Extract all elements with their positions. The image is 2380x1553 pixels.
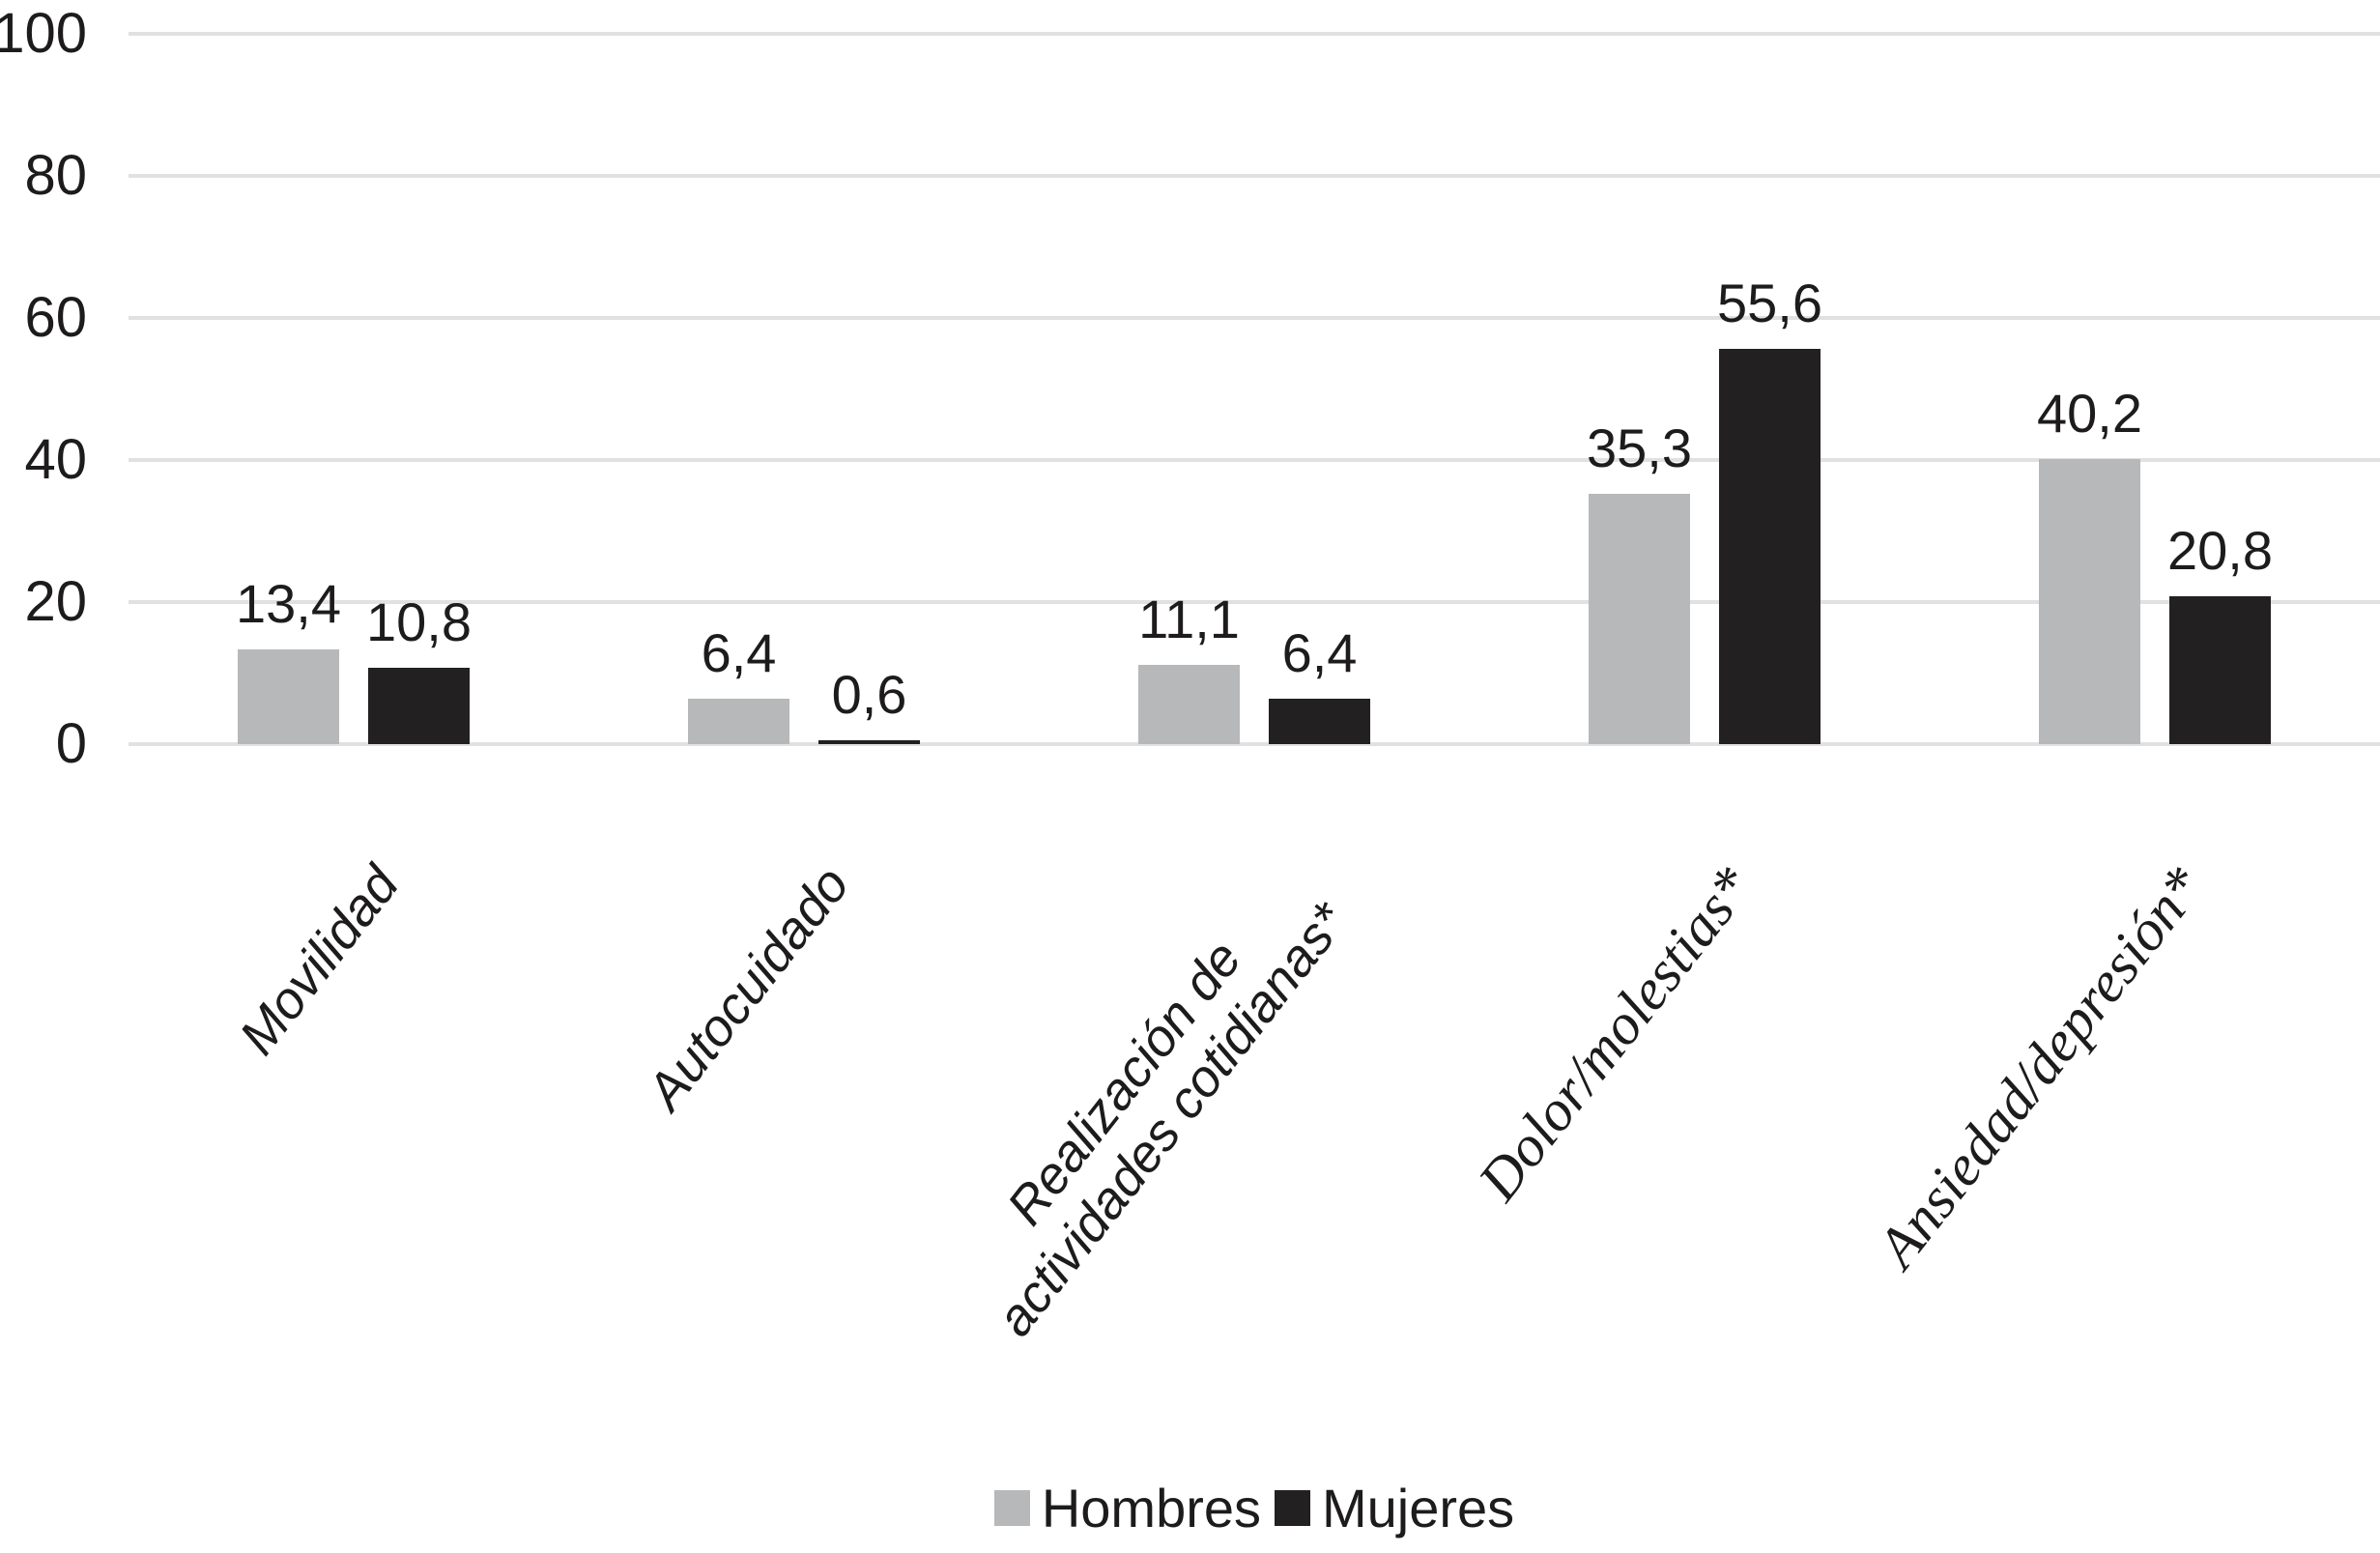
bar-mujeres-5 xyxy=(2169,596,2271,744)
x-category-label-5: Ansiedad/depresión* xyxy=(1864,855,2216,1280)
bar-hombres-4 xyxy=(1589,493,1690,744)
legend-label: Mujeres xyxy=(1322,1477,1515,1539)
data-label-hombres-4: 35,3 xyxy=(1587,417,1692,478)
bar-hombres-1 xyxy=(238,648,339,744)
y-tick-label-100: 100 xyxy=(0,2,87,65)
x-category-label-1: Movilidad xyxy=(228,855,411,1066)
gridline-100 xyxy=(129,32,2380,36)
bar-mujeres-2 xyxy=(818,739,920,744)
legend: Hombres Mujeres xyxy=(129,1467,2380,1548)
bar-hombres-2 xyxy=(688,698,789,744)
y-tick-label-0: 0 xyxy=(55,712,87,775)
legend-item-hombres: Hombres xyxy=(993,1477,1261,1539)
bar-mujeres-1 xyxy=(368,667,470,744)
data-label-mujeres-1: 10,8 xyxy=(366,590,472,652)
data-label-hombres-3: 11,1 xyxy=(1138,589,1240,650)
x-category-label-3: Realización de actividades cotidianas* xyxy=(985,892,1358,1347)
gridline-40 xyxy=(129,458,2380,462)
data-label-mujeres-2: 0,6 xyxy=(831,663,907,725)
data-label-hombres-2: 6,4 xyxy=(701,621,777,683)
data-label-mujeres-5: 20,8 xyxy=(2167,520,2273,582)
y-tick-label-20: 20 xyxy=(24,570,87,633)
gridline-0 xyxy=(129,742,2380,746)
gridline-80 xyxy=(129,174,2380,178)
bar-hombres-5 xyxy=(2039,458,2140,744)
data-label-hombres-5: 40,2 xyxy=(2037,382,2142,444)
x-category-label-2: Autocuidado xyxy=(635,855,861,1121)
y-tick-label-60: 60 xyxy=(24,286,87,349)
y-tick-label-40: 40 xyxy=(24,428,87,491)
bar-mujeres-3 xyxy=(1269,698,1370,744)
legend-label: Hombres xyxy=(1041,1477,1261,1539)
bar-mujeres-4 xyxy=(1719,349,1821,744)
gridline-20 xyxy=(129,600,2380,604)
legend-swatch-icon xyxy=(1275,1489,1310,1526)
legend-item-mujeres: Mujeres xyxy=(1275,1477,1514,1539)
bar-hombres-3 xyxy=(1138,665,1240,744)
legend-swatch-icon xyxy=(993,1489,1030,1526)
data-label-hombres-1: 13,4 xyxy=(236,572,341,634)
gridline-60 xyxy=(129,316,2380,320)
x-category-label-4: Dolor/molestias* xyxy=(1466,855,1765,1213)
data-label-mujeres-3: 6,4 xyxy=(1281,621,1358,683)
y-tick-label-80: 80 xyxy=(24,144,87,207)
data-label-mujeres-4: 55,6 xyxy=(1717,273,1822,334)
